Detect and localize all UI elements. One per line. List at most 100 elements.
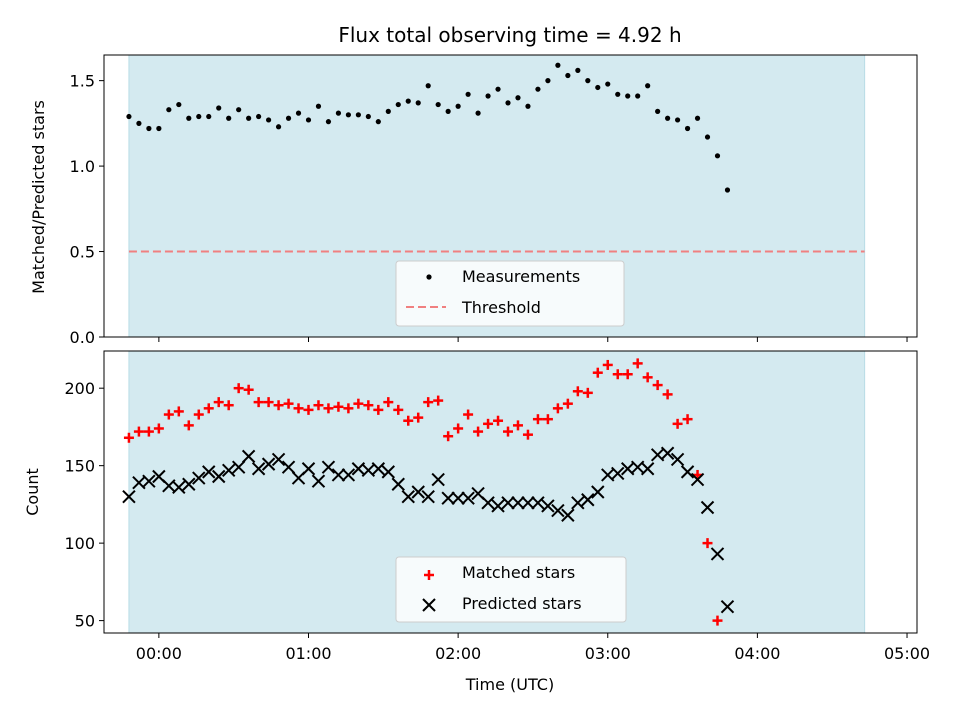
measurement-point (724, 187, 731, 193)
measurement-point (545, 78, 551, 84)
matched-star-point (253, 397, 264, 408)
predicted-star-x-b (371, 462, 386, 476)
predicted-star-point (501, 496, 515, 510)
measurement-point (655, 108, 661, 114)
predicted-star-point (321, 460, 336, 474)
predicted-star-point (551, 503, 565, 518)
predicted-star-x-b (122, 489, 136, 504)
measurement-point (216, 105, 222, 111)
predicted-star-point (670, 452, 685, 467)
measurement-point (704, 134, 711, 140)
bottom-ytick-label: 100 (64, 534, 95, 553)
predicted-star-point (391, 477, 405, 491)
matched-star-point (433, 395, 444, 406)
measurement-point (595, 84, 601, 91)
predicted-star-x-b (261, 457, 276, 471)
measurement-point (246, 115, 252, 121)
measurement-point (325, 119, 332, 125)
predicted-star-x-b (491, 499, 505, 513)
predicted-star-x-b (611, 466, 625, 481)
predicted-star-x-b (650, 448, 665, 462)
predicted-star-x-b (271, 452, 286, 467)
predicted-star-point (421, 489, 435, 504)
bottom-ylabel: Count (23, 468, 42, 516)
legend-label-threshold: Threshold (461, 298, 541, 317)
measurement-point (425, 83, 431, 89)
predicted-star-point (251, 462, 266, 476)
measurement-point (206, 113, 212, 120)
measurement-point (405, 98, 411, 104)
matched-star-point (512, 420, 523, 431)
predicted-star-point (331, 468, 346, 482)
matched-star-point (273, 400, 284, 411)
measurement-point (345, 112, 351, 118)
xtick-label: 04:00 (734, 644, 780, 663)
predicted-star-x-b (411, 485, 425, 499)
predicted-star-x-b (680, 465, 695, 479)
matched-star-point (303, 404, 314, 415)
predicted-star-x-b (321, 460, 336, 474)
measurement-point (485, 93, 491, 99)
matched-star-point (293, 403, 304, 414)
measurement-point (694, 115, 701, 121)
xtick-label: 01:00 (285, 644, 331, 663)
measurement-point (435, 101, 441, 108)
measurement-point (166, 107, 172, 113)
predicted-star-x-b (441, 491, 455, 505)
predicted-star-x-b (281, 460, 296, 474)
predicted-star-point (122, 489, 136, 504)
predicted-star-x-b (720, 599, 735, 614)
matched-star-point (443, 431, 454, 442)
matched-star-point (233, 383, 244, 394)
predicted-star-point (541, 499, 555, 513)
legend-label-predicted-stars: Predicted stars (462, 594, 582, 613)
predicted-star-x-b (561, 508, 575, 522)
legend-marker-measurements (426, 274, 432, 280)
matched-star-point (473, 426, 484, 437)
predicted-star-x-b (571, 496, 585, 510)
predicted-star-x-b (192, 471, 206, 485)
measurement-point (575, 67, 581, 73)
xaxis-label: Time (UTC) (465, 675, 554, 694)
predicted-star-x-b (690, 472, 705, 487)
legend-marker-predicted-stars (422, 598, 436, 612)
predicted-star-point (231, 460, 246, 474)
matched-star-point (542, 414, 553, 425)
predicted-star-x-b (461, 491, 475, 505)
measurement-point (585, 78, 591, 84)
predicted-star-point (142, 474, 156, 488)
matched-star-point (393, 404, 404, 415)
predicted-star-x-b (152, 469, 166, 484)
matched-star-point (163, 409, 174, 420)
top-legend: Measurements Threshold (395, 260, 625, 327)
legend-label-measurements: Measurements (462, 267, 580, 286)
predicted-star-point (481, 496, 495, 510)
predicted-star-x-b (640, 462, 655, 476)
predicted-star-point (221, 463, 236, 478)
predicted-star-point (271, 452, 286, 467)
predicted-star-x-b (401, 489, 415, 504)
predicted-star-point (461, 491, 475, 505)
matched-star-point (313, 400, 324, 411)
bottom-ytick-label: 50 (75, 612, 95, 631)
predicted-star-x-b (521, 496, 535, 510)
xtick-label: 03:00 (585, 644, 631, 663)
measurement-point (674, 117, 681, 123)
predicted-star-x-b (621, 462, 635, 476)
measurement-point (126, 113, 132, 120)
predicted-star-point (640, 462, 655, 476)
predicted-star-point (611, 466, 625, 481)
matched-star-point (123, 432, 134, 443)
matched-star-point (453, 423, 464, 434)
predicted-star-point (401, 489, 415, 504)
predicted-star-x-b (172, 480, 186, 495)
measurement-point (415, 100, 421, 106)
predicted-star-point (680, 465, 695, 479)
predicted-star-point (182, 477, 196, 491)
matched-star-point (403, 415, 414, 426)
predicted-star-x-b (660, 446, 675, 460)
predicted-star-x-b (700, 500, 715, 515)
predicted-star-point (192, 471, 206, 485)
matched-star-point (353, 398, 364, 409)
predicted-star-x-b (670, 452, 685, 467)
